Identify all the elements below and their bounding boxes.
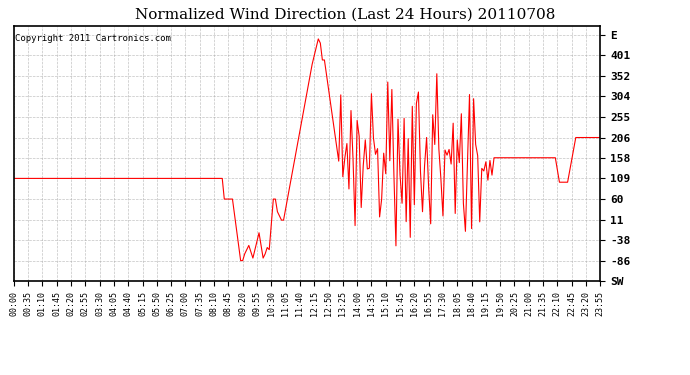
Text: Normalized Wind Direction (Last 24 Hours) 20110708: Normalized Wind Direction (Last 24 Hours… — [135, 8, 555, 21]
Text: Copyright 2011 Cartronics.com: Copyright 2011 Cartronics.com — [15, 34, 171, 43]
